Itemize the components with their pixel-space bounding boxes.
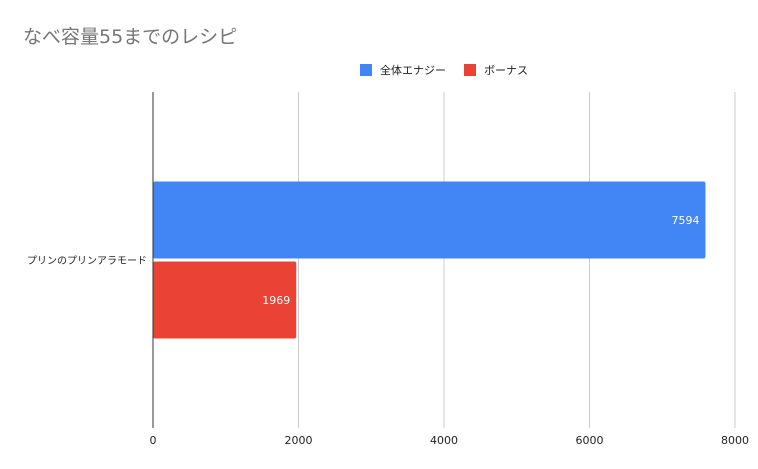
chart-title: なべ容量55までのレシピ [23, 26, 238, 48]
legend-swatch [464, 64, 476, 76]
data-label: 7594 [671, 214, 699, 227]
legend-item: ボーナス [464, 62, 528, 78]
x-tick-label: 0 [150, 434, 157, 447]
bar [153, 181, 706, 259]
legend-label: ボーナス [484, 64, 528, 77]
legend-item: 全体エナジー [360, 62, 446, 78]
x-tick-label: 8000 [721, 434, 749, 447]
legend-label: 全体エナジー [380, 64, 446, 77]
x-tick-label: 6000 [576, 434, 604, 447]
bar [153, 261, 297, 339]
x-tick-label: 4000 [430, 434, 458, 447]
data-label: 1969 [262, 294, 290, 307]
legend: 全体エナジー ボーナス [0, 62, 758, 78]
legend-swatch [360, 64, 372, 76]
x-tick-label: 2000 [285, 434, 313, 447]
y-category-label: プリンのプリンアラモード [27, 255, 147, 267]
